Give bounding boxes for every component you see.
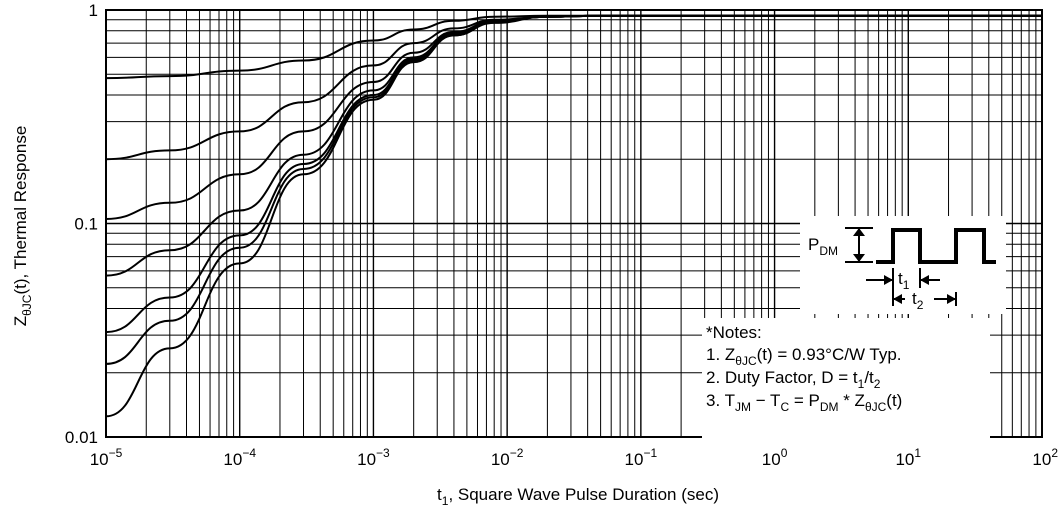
series-line-1 (105, 14, 1042, 80)
series-line-3 (105, 14, 1042, 220)
t1-arrow-right-icon (920, 275, 929, 285)
t2-arrow-right-icon (947, 294, 956, 304)
pulse-diagram-background (800, 216, 1006, 314)
x-tick-label: 10−1 (625, 446, 658, 469)
note-2: 2. Duty Factor, D = t1/t2 (706, 368, 881, 391)
pulse-diagram: PDM t1 t2 (800, 216, 1006, 314)
y-tick-label: 1 (89, 1, 98, 20)
t1-label: t1 (898, 269, 910, 292)
x-tick-label: 100 (762, 446, 788, 469)
y-tick-label: 0.01 (65, 428, 98, 447)
x-tick-label: 101 (895, 446, 921, 469)
x-tick-label: 10−3 (357, 446, 390, 469)
y-tick-labels: 1 0.1 0.01 (65, 1, 98, 447)
series-line-2 (105, 14, 1042, 161)
series-group (105, 14, 1042, 418)
series-line-7 (105, 14, 1042, 418)
notes-box: *Notes: 1. ZθJC(t) = 0.93°C/W Typ. 2. Du… (702, 318, 990, 438)
plot-frame (105, 9, 1043, 438)
x-tick-label: 10−2 (491, 446, 524, 469)
x-tick-label: 10−5 (90, 446, 123, 469)
pulse-waveform (876, 228, 996, 264)
y-tick-label: 0.1 (74, 215, 98, 234)
note-1: 1. ZθJC(t) = 0.93°C/W Typ. (706, 345, 902, 368)
x-tick-labels: 10−5 10−4 10−3 10−2 10−1 100 101 102 (90, 446, 1059, 469)
note-3: 3. TJM − TC = PDM * ZθJC(t) (706, 391, 902, 414)
y-axis-label: ZθJC(t), Thermal Response (11, 126, 34, 327)
notes-background (702, 318, 990, 438)
pdm-label: PDM (808, 235, 838, 258)
t2-arrow-left-icon (893, 294, 902, 304)
pdm-arrow-up-icon (853, 228, 865, 236)
t1-arrow-left-icon (884, 275, 893, 285)
x-tick-label: 10−4 (223, 446, 256, 469)
t2-label: t2 (912, 289, 924, 312)
x-tick-label: 102 (1032, 446, 1058, 469)
notes-heading: *Notes: (706, 323, 762, 342)
pdm-arrow-down-icon (853, 254, 865, 262)
x-axis-label: t1, Square Wave Pulse Duration (sec) (437, 485, 719, 508)
